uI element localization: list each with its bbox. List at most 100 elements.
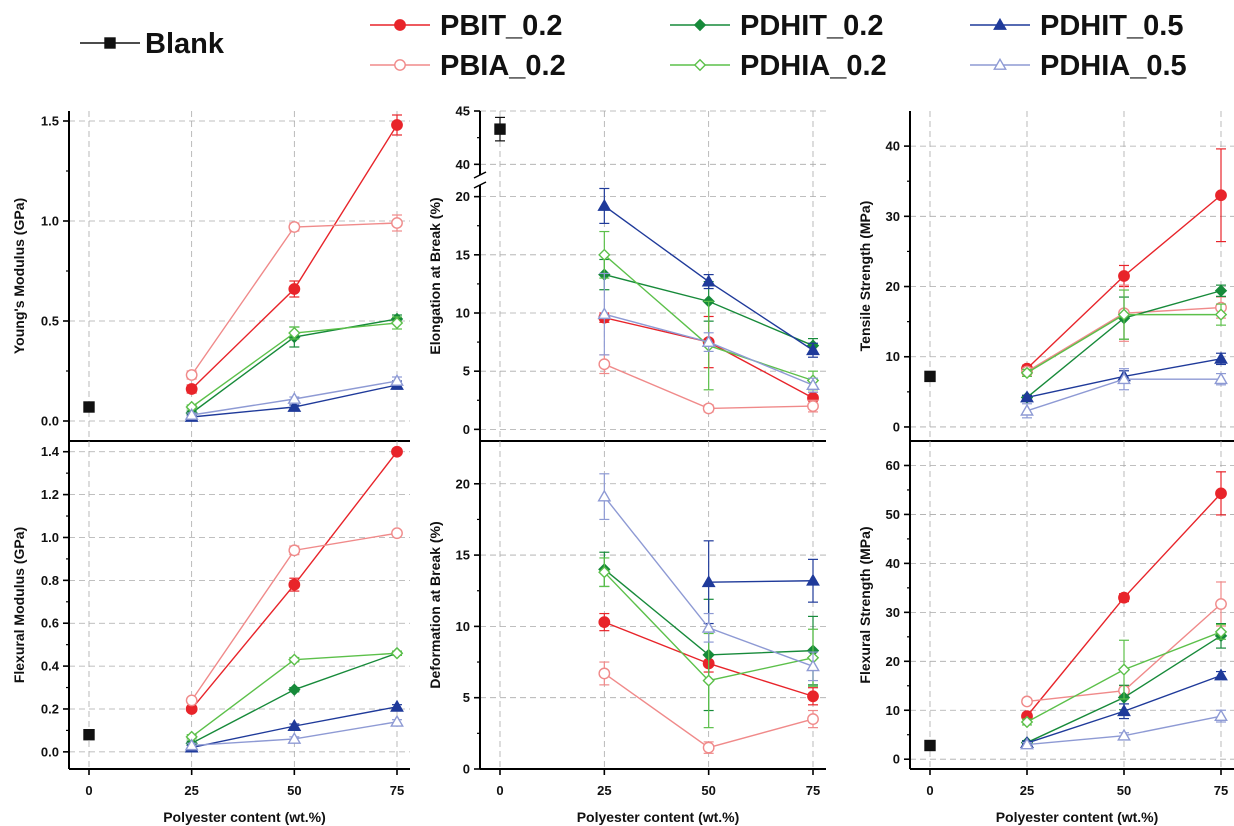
panel-flexural-modulus-gpa: 0.0 0.2 0.4 0.6 0.8 1.0 1.2 1.4 0 25 50 75 Polyester… bbox=[11, 441, 410, 825]
data-point bbox=[185, 694, 198, 707]
data-point bbox=[184, 407, 199, 420]
legend-marker bbox=[993, 57, 1007, 70]
y-tick-label: 15 bbox=[456, 247, 470, 262]
series-pbia-0-2 bbox=[598, 661, 819, 754]
data-point bbox=[598, 248, 611, 262]
grid bbox=[69, 111, 410, 441]
legend: Blank PBIT_0.2 PBIA_0.2 PDHIT_0.2 PDHIA_0.2 P… bbox=[80, 10, 1187, 82]
data-point bbox=[288, 326, 301, 340]
data-point bbox=[807, 713, 819, 725]
data-point bbox=[1118, 591, 1130, 604]
series-blank bbox=[83, 401, 95, 413]
legend-entry-pdhit-0-5: PDHIT_0.5 bbox=[970, 10, 1183, 42]
data-point bbox=[924, 739, 936, 752]
series-group bbox=[597, 473, 820, 754]
data-point bbox=[288, 653, 301, 666]
data-point bbox=[1020, 737, 1034, 750]
data-point bbox=[494, 123, 506, 135]
y-tick-label: 0.5 bbox=[41, 314, 59, 329]
data-point bbox=[597, 307, 612, 320]
y-tick-label: 20 bbox=[886, 279, 900, 294]
grid bbox=[910, 441, 1234, 769]
legend-label: PBIA_0.2 bbox=[440, 50, 566, 82]
y-tick-label: 40 bbox=[456, 157, 470, 172]
data-point bbox=[287, 731, 302, 744]
grid bbox=[69, 441, 410, 769]
y-tick-label: 1.5 bbox=[41, 114, 59, 129]
data-point bbox=[597, 198, 612, 211]
data-point bbox=[83, 401, 95, 413]
data-point bbox=[288, 578, 301, 591]
data-point bbox=[390, 699, 404, 712]
legend-marker bbox=[993, 17, 1007, 30]
data-point bbox=[702, 402, 715, 415]
minor-ticks bbox=[477, 518, 480, 734]
y-tick-label: 1.4 bbox=[41, 444, 60, 459]
x-tick-label: 50 bbox=[1117, 783, 1131, 798]
x-tick-label: 75 bbox=[390, 783, 404, 798]
legend-label: PDHIT_0.5 bbox=[1040, 10, 1183, 42]
axis-break-mark bbox=[473, 171, 487, 179]
y-tick-label: 0 bbox=[893, 419, 900, 434]
series-group bbox=[83, 445, 404, 753]
y-tick-label: 15 bbox=[456, 548, 470, 563]
data-point bbox=[924, 370, 936, 383]
panel-deformation-at-break: 0 5 10 15 20 0 25 50 75 Polyester content (wt.%) D… bbox=[427, 441, 826, 825]
data-point bbox=[701, 575, 716, 588]
x-tick-label: 25 bbox=[184, 783, 198, 798]
data-point bbox=[807, 400, 819, 412]
series-pdhia-0-2 bbox=[1020, 289, 1228, 380]
data-point bbox=[288, 683, 301, 696]
data-point bbox=[598, 566, 611, 579]
y-axis-title: Flexural Strength (MPa) bbox=[857, 526, 873, 683]
data-point bbox=[1215, 487, 1227, 500]
y-tick-label: 0 bbox=[463, 422, 470, 437]
data-point bbox=[390, 373, 404, 386]
y-tick-label: 10 bbox=[886, 349, 900, 364]
y-axis-title: Deformation at Break (%) bbox=[427, 521, 443, 688]
legend-marker bbox=[693, 18, 707, 32]
y-axis-title: Elongation at Break (%) bbox=[427, 197, 443, 354]
series-pdhit-0-5 bbox=[597, 187, 820, 358]
grid bbox=[480, 110, 826, 441]
panel-elongation-at-break: 0 5 10 15 20 40 45 Elongation at Break (%) bbox=[427, 104, 826, 442]
series-line bbox=[708, 580, 814, 583]
series-pbit-0-2 bbox=[185, 114, 403, 395]
data-point bbox=[1214, 668, 1228, 681]
series-pbia-0-2 bbox=[598, 354, 819, 415]
data-point bbox=[390, 714, 404, 727]
y-axis-title: Young's Modulus (GPa) bbox=[11, 198, 27, 354]
data-point bbox=[1117, 704, 1131, 717]
data-point bbox=[597, 489, 612, 502]
data-point bbox=[391, 445, 403, 458]
x-tick-label: 50 bbox=[287, 783, 301, 798]
data-point bbox=[807, 690, 819, 703]
data-point bbox=[1020, 715, 1034, 729]
legend-marker bbox=[693, 58, 707, 72]
x-tick-label: 75 bbox=[806, 783, 820, 798]
series-group bbox=[83, 114, 404, 422]
y-tick-label: 1.0 bbox=[41, 530, 59, 545]
panel-young-s-modulus-gpa: 0.0 0.5 1.0 1.5 Young's Modulus (GPa) bbox=[11, 111, 410, 442]
data-point bbox=[702, 741, 715, 754]
legend-marker bbox=[394, 19, 406, 31]
series-blank bbox=[924, 370, 936, 383]
panel-flexural-strength-mpa: 0 10 20 30 40 50 60 0 25 50 75 Polyester content (w… bbox=[857, 441, 1234, 825]
x-axis-title: Polyester content (wt.%) bbox=[163, 809, 326, 825]
series-pdhia-0-5 bbox=[1020, 368, 1228, 419]
data-point bbox=[391, 119, 403, 131]
panel-tensile-strength-mpa: 0 10 20 30 40 Tensile Strength (MPa) bbox=[857, 111, 1234, 442]
series-pdhia-0-5 bbox=[597, 272, 820, 393]
data-point bbox=[1214, 709, 1228, 722]
series-pdhia-0-2 bbox=[185, 647, 404, 744]
data-point bbox=[288, 283, 301, 295]
y-tick-label: 0.2 bbox=[41, 701, 59, 716]
y-tick-label: 5 bbox=[463, 364, 470, 379]
series-pdhia-0-2 bbox=[185, 316, 404, 414]
data-point bbox=[806, 659, 820, 672]
data-point bbox=[806, 343, 820, 356]
data-point bbox=[1021, 695, 1033, 708]
data-point bbox=[702, 674, 715, 687]
y-tick-label: 20 bbox=[886, 654, 900, 669]
data-point bbox=[390, 316, 404, 330]
